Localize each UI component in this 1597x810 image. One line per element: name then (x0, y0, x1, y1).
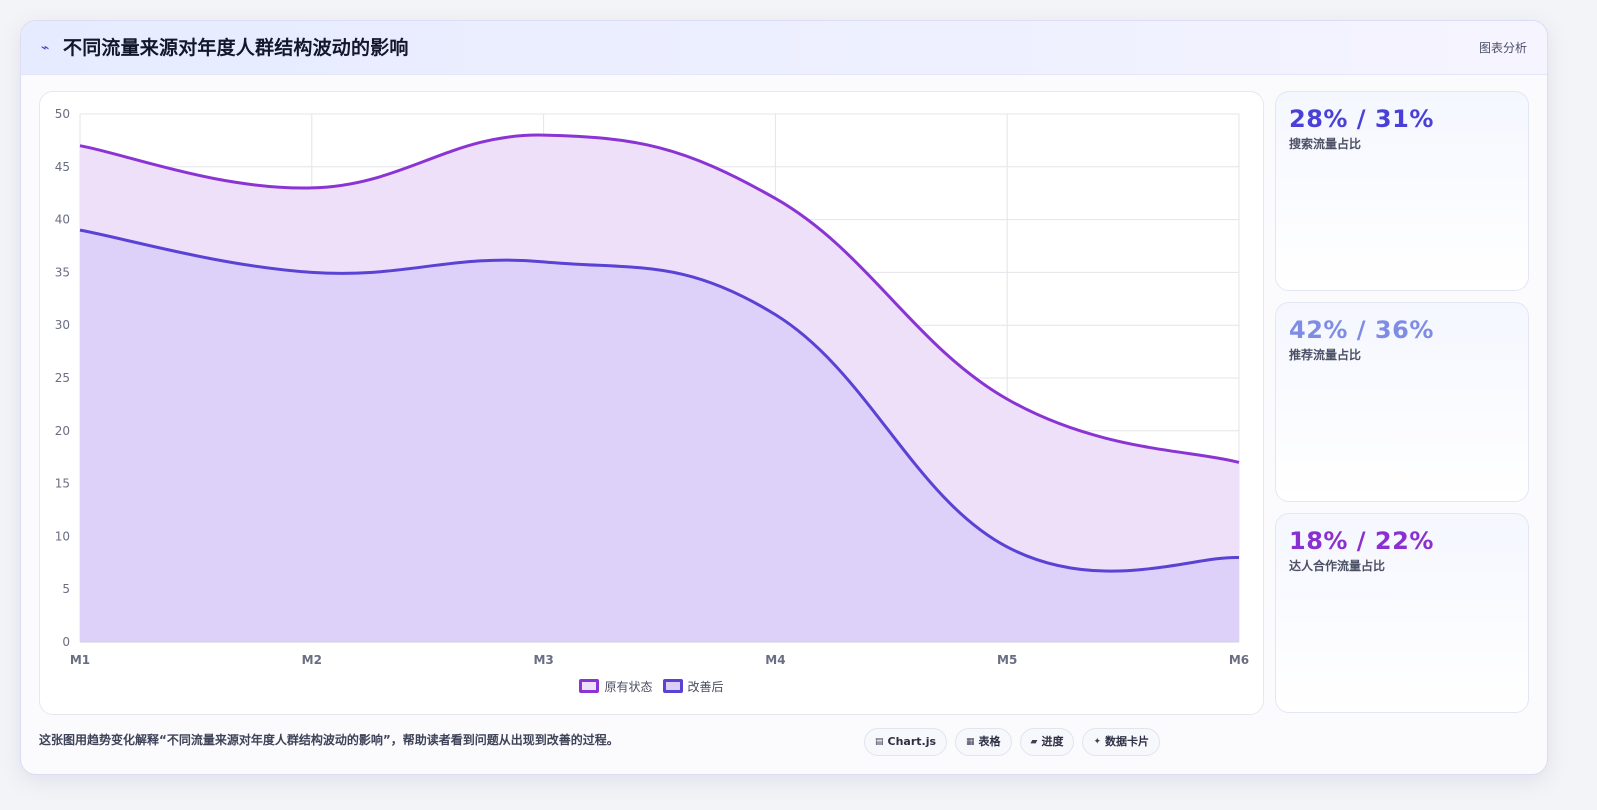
y-tick-label: 50 (55, 107, 70, 121)
chip-chartjs[interactable]: ▤ Chart.js (864, 728, 948, 756)
kpi-card-recommend: 42% / 36% 推荐流量占比 (1275, 302, 1529, 502)
chip-label: Chart.js (887, 735, 937, 748)
header-tag: 图表分析 (1478, 41, 1527, 55)
x-tick-label: M3 (533, 653, 553, 667)
series-area-1 (80, 230, 1239, 642)
chip-label: 表格 (978, 735, 1001, 748)
progress-icon: ▰ (1030, 737, 1038, 747)
kpi-value: 28% / 31% (1289, 105, 1434, 133)
series-line-0 (79, 133, 1240, 464)
y-tick-label: 10 (55, 529, 70, 543)
lightning-icon: ⌁ (41, 40, 50, 56)
chip-label: 数据卡片 (1105, 735, 1150, 748)
chip-table[interactable]: ▦ 表格 (955, 728, 1012, 756)
x-tick-label: M5 (997, 653, 1017, 667)
legend-item-improved[interactable]: 改善后 (662, 676, 724, 696)
y-tick-label: 20 (55, 424, 70, 438)
chip-data-card[interactable]: ✦ 数据卡片 (1082, 728, 1161, 756)
kpi-label: 达人合作流量占比 (1289, 559, 1386, 573)
y-tick-label: 0 (62, 635, 70, 649)
chip-label: 进度 (1041, 735, 1064, 748)
legend-label-original: 原有状态 (604, 679, 653, 694)
y-tick-label: 35 (55, 265, 70, 279)
dashboard-card: ⌁ 不同流量来源对年度人群结构波动的影响 图表分析 0 5 10 15 20 25 30 35… (20, 20, 1548, 775)
series-line-1 (79, 228, 1240, 573)
y-tick-label: 45 (55, 160, 70, 174)
y-tick-label: 40 (55, 213, 70, 227)
chip-progress[interactable]: ▰ 进度 (1019, 728, 1075, 756)
kpi-card-search: 28% / 31% 搜索流量占比 (1275, 91, 1529, 291)
legend-label-improved: 改善后 (687, 679, 724, 694)
sparkle-icon: ✦ (1093, 737, 1102, 747)
area-chart: 0 5 10 15 20 25 30 35 40 45 50 M1 M2 M3 M4 M5 M6 (55, 107, 1249, 667)
chart-description: 这张图用趋势变化解释“不同流量来源对年度人群结构波动的影响”，帮助读者看到问题从… (39, 733, 619, 747)
chart-panel: 0 5 10 15 20 25 30 35 40 45 50 M1 M2 M3 M4 M5 M6 原有状态 改善… (39, 91, 1264, 715)
y-tick-label: 15 (55, 477, 70, 491)
x-tick-label: M2 (302, 653, 322, 667)
kpi-value: 42% / 36% (1289, 316, 1434, 344)
table-icon: ▦ (966, 737, 975, 747)
kpi-card-influencer: 18% / 22% 达人合作流量占比 (1275, 513, 1529, 713)
y-tick-label: 30 (55, 318, 70, 332)
chart-icon: ▤ (875, 737, 884, 747)
legend-item-original[interactable]: 原有状态 (579, 676, 653, 696)
x-tick-label: M1 (70, 653, 90, 667)
x-tick-label: M6 (1229, 653, 1249, 667)
legend-swatch-improved (662, 679, 683, 693)
feature-chips: ▤ Chart.js ▦ 表格 ▰ 进度 ✦ 数据卡片 (864, 728, 1161, 756)
y-tick-label: 5 (62, 582, 70, 596)
kpi-label: 推荐流量占比 (1289, 348, 1362, 362)
legend-swatch-original (579, 679, 600, 693)
card-header: ⌁ 不同流量来源对年度人群结构波动的影响 图表分析 (21, 21, 1547, 75)
kpi-label: 搜索流量占比 (1289, 137, 1362, 151)
y-tick-label: 25 (55, 371, 70, 385)
x-tick-label: M4 (765, 653, 785, 667)
page-title: 不同流量来源对年度人群结构波动的影响 (63, 37, 409, 59)
chart-legend: 原有状态 改善后 (40, 676, 1263, 696)
kpi-value: 18% / 22% (1289, 527, 1434, 555)
